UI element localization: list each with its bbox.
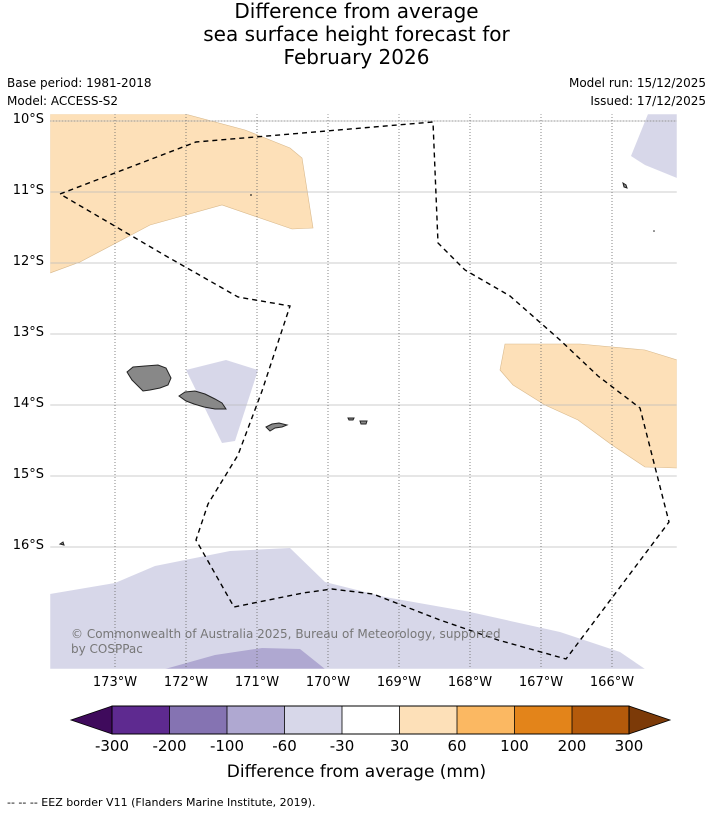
model-run: Model run: 15/12/2025 (568, 76, 706, 90)
colorbar-title: Difference from average (mm) (226, 762, 487, 782)
copyright-notice: © Commonwealth of Australia 2025, Bureau… (71, 627, 501, 657)
title-line-3: February 2026 (283, 45, 430, 69)
lat-label: 16°S (12, 538, 44, 553)
lat-label: 12°S (12, 254, 44, 269)
eez-border (59, 121, 670, 660)
copyright-line-2: by COSPPac (71, 642, 143, 656)
title-line-2: sea surface height forecast for (203, 22, 510, 46)
colorbar-tick: -60 (272, 737, 297, 755)
island-upolu (178, 390, 227, 410)
anomaly-region-central (186, 360, 258, 443)
island-east-tiny (653, 230, 655, 232)
meta-left: Base period: 1981-2018 Model: ACCESS-S2 (7, 74, 152, 110)
colorbar-segment (399, 706, 457, 734)
colorbar-tick: 100 (500, 737, 529, 755)
island-savaii (126, 364, 172, 392)
colorbar-segment (169, 706, 227, 734)
title-line-1: Difference from average (234, 0, 479, 23)
eez-footnote: -- -- -- EEZ border V11 (Flanders Marine… (7, 796, 316, 809)
lat-label: 13°S (12, 325, 44, 340)
island-swains (250, 194, 252, 196)
lon-label: 166°W (589, 675, 635, 690)
model-name: Model: ACCESS-S2 (7, 94, 119, 108)
colorbar-tick: -300 (94, 737, 130, 755)
colorbar-segment (227, 706, 285, 734)
longitude-gridlines (114, 114, 613, 669)
colorbar-segment (112, 706, 170, 734)
chart-title: Difference from average sea surface heig… (0, 0, 713, 69)
lat-label: 11°S (12, 183, 44, 198)
colorbar-dividers (169, 706, 573, 734)
island-north-tiny (622, 181, 628, 189)
anomaly-region-northeast (631, 114, 677, 178)
copyright-line-1: © Commonwealth of Australia 2025, Bureau… (71, 627, 501, 641)
colorbar-tick: 200 (557, 737, 587, 755)
lon-label: 169°W (376, 675, 422, 690)
anomaly-region-east (499, 343, 677, 469)
island-tau (359, 420, 368, 425)
lat-label: 14°S (12, 396, 44, 411)
colorbar-extend-low (69, 705, 113, 735)
colorbar-extend-high (628, 705, 672, 735)
colorbar-tick: 30 (389, 737, 410, 755)
lon-label: 170°W (305, 675, 351, 690)
lon-label: 167°W (518, 675, 564, 690)
colorbar-tick: 60 (447, 737, 467, 755)
colorbar-tick: -30 (329, 737, 355, 755)
issued-date: Issued: 17/12/2025 (590, 94, 706, 108)
island-ofu-olosega (347, 417, 355, 421)
colorbar-tick: 300 (614, 737, 644, 755)
anomaly-region-northwest (50, 114, 314, 274)
colorbar-segment (514, 706, 572, 734)
meta-right: Model run: 15/12/2025 Issued: 17/12/2025 (569, 74, 706, 110)
lon-label: 171°W (234, 675, 280, 690)
lon-label: 172°W (163, 675, 209, 690)
colorbar-tick: -100 (209, 737, 245, 755)
lon-label: 173°W (92, 675, 138, 690)
colorbar-segment (342, 706, 400, 734)
anomaly-region-south-deep (165, 648, 325, 669)
lat-label: 15°S (12, 467, 44, 482)
colorbar-tick: -200 (152, 737, 187, 755)
island-southwest-tiny (58, 541, 65, 546)
lon-label: 168°W (447, 675, 493, 690)
lat-label: 10°S (12, 112, 44, 127)
island-tutuila (265, 422, 289, 432)
colorbar-segment (572, 706, 629, 734)
latitude-gridlines (50, 120, 677, 548)
base-period: Base period: 1981-2018 (7, 76, 152, 90)
colorbar-segment (284, 706, 342, 734)
colorbar-segment (457, 706, 515, 734)
